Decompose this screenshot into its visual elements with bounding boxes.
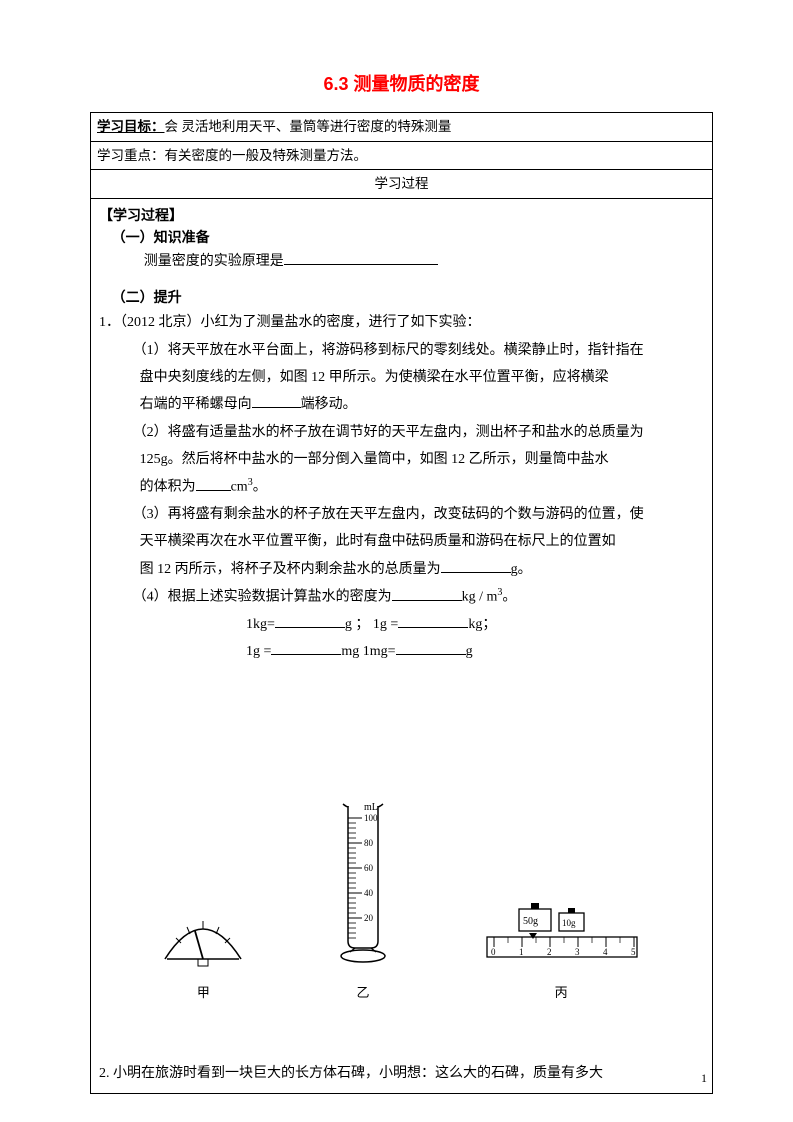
- bing-label: 丙: [479, 982, 644, 1001]
- cyl-t3: 40: [364, 888, 374, 898]
- q1-2c: 的体积为cm3。: [99, 473, 704, 501]
- q1-1b: 盘中央刻度线的左侧，如图 12 甲所示。为使横梁在水平位置平衡，应将横梁: [99, 364, 704, 391]
- q1-intro: （2012 北京）小红为了测量盐水的密度，进行了如下实验：: [120, 315, 481, 330]
- cyl-t4: 20: [364, 913, 374, 923]
- graduated-cylinder-icon: mL 100 80 60 40 20: [328, 796, 398, 971]
- q1: 1．（2012 北京）小红为了测量盐水的密度，进行了如下实验：: [99, 309, 704, 336]
- cyl-t0: 100: [364, 813, 378, 823]
- q1-2b: 125g。然后将杯中盐水的一部分倒入量筒中，如图 12 乙所示，则量筒中盐水: [99, 446, 704, 473]
- blank-principle[interactable]: [284, 250, 438, 265]
- process-head: 【学习过程】: [99, 205, 704, 225]
- conv1: 1kg= g ； 1g = kg；: [246, 611, 704, 638]
- figure-row: 甲: [99, 796, 704, 1001]
- r1: 1: [519, 947, 524, 957]
- q1-1c-a: 右端的平稀螺母向: [140, 397, 252, 412]
- doc-title: 6.3 测量物质的密度: [90, 70, 713, 96]
- q1-2c-c: 。: [253, 480, 267, 495]
- q1-1c-b: 端移动。: [301, 397, 357, 412]
- goal-text: 会 灵活地利用天平、量筒等进行密度的特殊测量: [165, 119, 452, 134]
- q1-3c-b: g。: [511, 562, 532, 577]
- cyl-t1: 80: [364, 838, 374, 848]
- blank-mass[interactable]: [441, 558, 511, 573]
- blank-conv2[interactable]: [398, 613, 468, 628]
- q1-4-b: kg / m: [462, 590, 498, 605]
- conv2: 1g = mg 1mg= g: [246, 638, 704, 665]
- process-row: 学习过程: [91, 170, 713, 199]
- conv1-c: kg；: [468, 617, 496, 632]
- q1-4: （4）根据上述实验数据计算盐水的密度为kg / m3。: [133, 583, 704, 611]
- q1-3b: 天平横梁再次在水平位置平衡，此时有盘中砝码质量和游码在标尺上的位置如: [99, 528, 704, 555]
- conv2-c: g: [466, 644, 473, 659]
- q1-1a: （1）将天平放在水平台面上，将游码移到标尺的零刻线处。横梁静止时，指针指在: [133, 337, 704, 364]
- r3: 3: [575, 947, 580, 957]
- conv1-a: 1kg=: [246, 617, 275, 632]
- q1-2c-a: 的体积为: [140, 480, 196, 495]
- prep-head: （一）知识准备: [112, 227, 704, 247]
- prep-line: 测量密度的实验原理是: [144, 249, 704, 276]
- q2: 2. 小明在旅游时看到一块巨大的长方体石碑，小明想：这么大的石碑，质量有多大: [99, 1061, 704, 1088]
- prep-text: 测量密度的实验原理是: [144, 254, 284, 269]
- up-head: （二）提升: [112, 287, 704, 307]
- jia-label: 甲: [159, 982, 247, 1001]
- fig-bing: 50g 10g: [479, 891, 644, 1001]
- fig-yi: mL 100 80 60 40 20 乙: [328, 796, 398, 1001]
- r5: 5: [631, 947, 636, 957]
- blank-conv4[interactable]: [396, 640, 466, 655]
- yi-label: 乙: [328, 982, 398, 1001]
- conv1-b: g ； 1g =: [345, 617, 398, 632]
- q1-1c: 右端的平稀螺母向 端移动。: [99, 391, 704, 418]
- page-number: 1: [701, 1071, 707, 1086]
- meta-table: 学习目标：会 灵活地利用天平、量筒等进行密度的特殊测量 学习重点：有关密度的一般…: [90, 112, 713, 199]
- question-list: 1．（2012 北京）小红为了测量盐水的密度，进行了如下实验：: [99, 309, 704, 336]
- q1-3c-a: 图 12 丙所示，将杯子及杯内剩余盐水的总质量为: [140, 562, 441, 577]
- weights-ruler-icon: 50g 10g: [479, 891, 644, 971]
- goal-row: 学习目标：会 灵活地利用天平、量筒等进行密度的特殊测量: [91, 113, 713, 142]
- w2-label: 10g: [562, 918, 576, 928]
- blank-density[interactable]: [392, 586, 462, 601]
- balance-dial-icon: [159, 911, 247, 971]
- r4: 4: [603, 947, 608, 957]
- content-frame: 【学习过程】 （一）知识准备 测量密度的实验原理是 （二）提升 1．（2012 …: [90, 199, 713, 1094]
- r0: 0: [491, 947, 496, 957]
- q1-2c-b: cm: [231, 480, 248, 495]
- q1-2a: （2）将盛有适量盐水的杯子放在调节好的天平左盘内，测出杯子和盐水的总质量为: [133, 419, 704, 446]
- blank-conv1[interactable]: [275, 613, 345, 628]
- q1-3c: 图 12 丙所示，将杯子及杯内剩余盐水的总质量为 g。: [99, 556, 704, 583]
- cyl-t2: 60: [364, 863, 374, 873]
- q1-4-a: （4）根据上述实验数据计算盐水的密度为: [133, 590, 392, 605]
- focus-row: 学习重点：有关密度的一般及特殊测量方法。: [91, 141, 713, 170]
- conv2-a: 1g =: [246, 644, 271, 659]
- r2: 2: [547, 947, 552, 957]
- q1-num: 1．: [99, 315, 120, 330]
- q1-3a: （3）再将盛有剩余盐水的杯子放在天平左盘内，改变砝码的个数与游码的位置，使: [133, 501, 704, 528]
- focus-label: 学习重点：: [97, 148, 165, 163]
- q1-4-c: 。: [502, 590, 516, 605]
- conv2-b: mg 1mg=: [341, 644, 395, 659]
- blank-conv3[interactable]: [271, 640, 341, 655]
- focus-text: 有关密度的一般及特殊测量方法。: [165, 148, 368, 163]
- w1-label: 50g: [523, 916, 538, 927]
- fig-jia: 甲: [159, 911, 247, 1001]
- goal-label: 学习目标：: [97, 119, 165, 134]
- cyl-unit: mL: [364, 802, 378, 813]
- blank-direction[interactable]: [252, 393, 301, 408]
- blank-volume[interactable]: [196, 476, 231, 491]
